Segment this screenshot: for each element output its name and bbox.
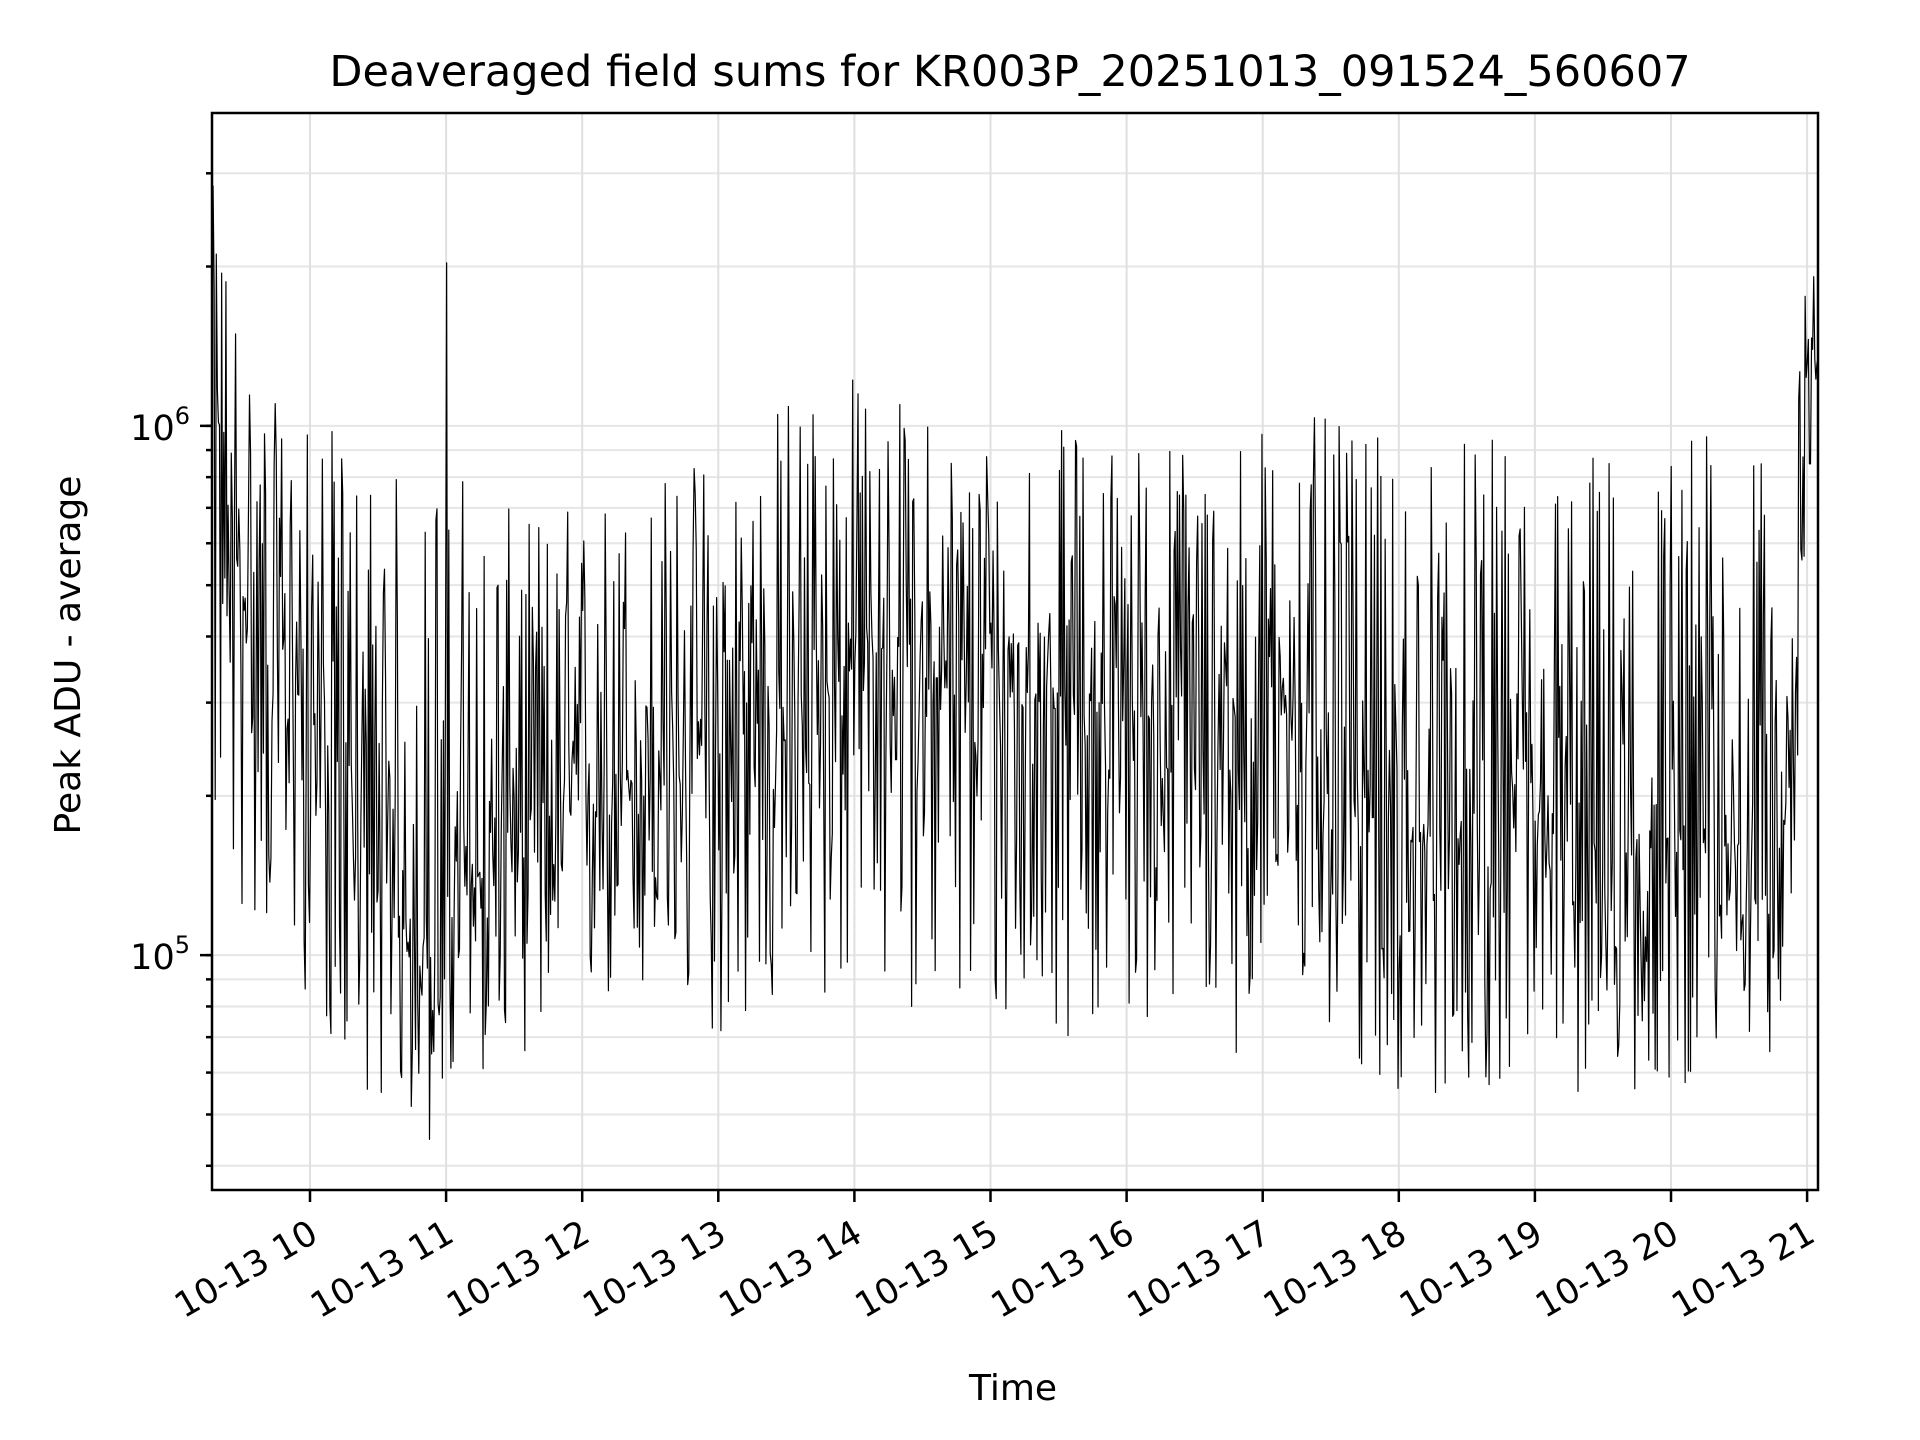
x-tick-label: 10-13 10: [168, 1213, 324, 1326]
x-tick-label: 10-13 17: [1121, 1213, 1277, 1326]
x-tick-label: 10-13 21: [1665, 1213, 1821, 1326]
y-axis-label: Peak ADU - average: [48, 476, 89, 835]
x-axis-label: Time: [968, 1368, 1057, 1409]
x-tick-label: 10-13 13: [577, 1213, 733, 1326]
x-tick-label: 10-13 16: [985, 1213, 1141, 1326]
series-line: [211, 185, 1819, 1140]
series-layer: [211, 185, 1819, 1140]
x-tick-label: 10-13 12: [440, 1213, 596, 1326]
x-tick-label: 10-13 20: [1529, 1213, 1685, 1326]
x-tick-label: 10-13 19: [1393, 1213, 1549, 1326]
x-tick-label: 10-13 11: [304, 1213, 460, 1326]
y-tick-label: 106: [130, 402, 190, 449]
grid: [212, 113, 1818, 1190]
y-axis: 105 106: [130, 172, 212, 1168]
x-tick-label: 10-13 14: [713, 1213, 869, 1326]
chart-title: Deaveraged field sums for KR003P_2025101…: [329, 47, 1690, 97]
x-tick-label: 10-13 18: [1257, 1213, 1413, 1326]
plot-frame: [210, 111, 1820, 1192]
y-tick-label: 105: [130, 931, 190, 978]
x-tick-label: 10-13 15: [849, 1213, 1005, 1326]
